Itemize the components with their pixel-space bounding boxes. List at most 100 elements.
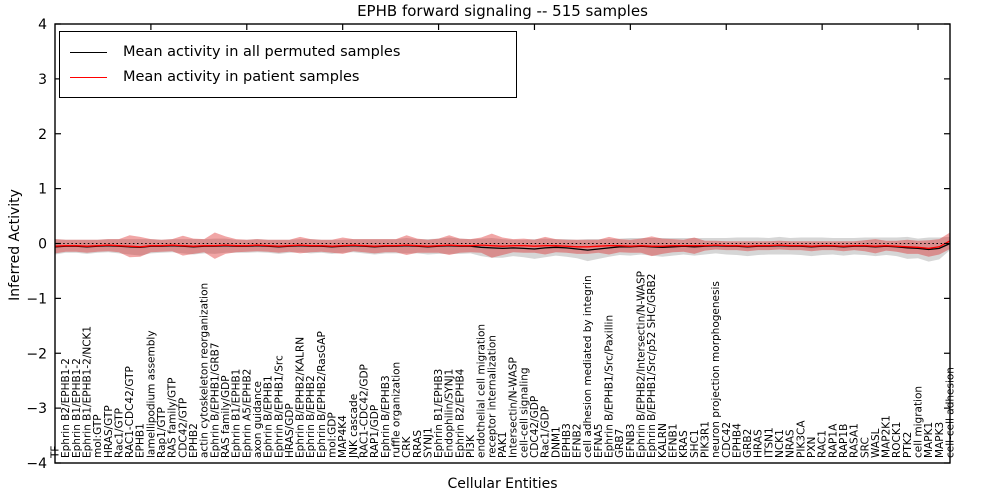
x-tick-label: Endophilin/SYNJ1 — [444, 369, 456, 458]
x-tick-label: NRAS — [785, 429, 797, 458]
x-tick-label: WASL — [870, 428, 882, 458]
x-tick-label: Ephrin B1/EPHB3 — [433, 369, 445, 458]
x-tick-label: cell adhesion mediated by integrin — [582, 275, 594, 458]
x-tick-label: PIK3CA — [795, 420, 807, 458]
x-tick-label: RAC1 — [817, 430, 829, 458]
x-tick-label: Ephrin B/EPHB2/RasGAP — [316, 331, 328, 458]
x-tick-label: EFNB1 — [668, 424, 680, 458]
x-tick-label: Ephrin B1/EPHB1-2 — [71, 358, 83, 458]
x-tick-label: TF — [50, 446, 62, 459]
y-tick-label: −4 — [26, 456, 47, 472]
x-tick-label: axon guidance — [252, 381, 264, 458]
x-tick-label: Ephrin B/EPHB1/Src — [273, 355, 285, 458]
x-tick-label: MAPK3 — [934, 422, 946, 458]
x-tick-label: PAK1 — [497, 432, 509, 458]
x-tick-label: HRAS — [753, 429, 765, 458]
x-tick-label: Ephrin B2/EPHB4 — [454, 368, 466, 458]
x-tick-label: endothelial cell migration — [476, 324, 488, 458]
x-tick-label: RAC1-CDC42/GDP — [359, 364, 371, 458]
x-tick-label: Ephrin B/EPHB2 — [305, 375, 317, 458]
x-tick-label: Ephrin B/EPHB3 — [380, 375, 392, 458]
x-tick-label: GRB2 — [742, 429, 754, 458]
x-tick-label: DNM1 — [550, 426, 562, 458]
x-tick-label: MAP2K1 — [881, 415, 893, 458]
x-tick-label: RAP1B — [838, 424, 850, 458]
x-tick-label: EPHB2 — [188, 423, 200, 458]
x-tick-label: GRB7 — [614, 429, 626, 458]
legend-label-patient: Mean activity in patient samples — [123, 69, 360, 85]
legend: Mean activity in all permuted samples Me… — [59, 31, 517, 98]
x-tick-label: mol:GTP — [92, 414, 104, 458]
x-tick-label: CDC42/GDP — [529, 396, 541, 458]
patient-line-swatch — [70, 76, 107, 78]
x-tick-label: RAP1A — [827, 423, 839, 458]
x-tick-label: cell-cell adhesion — [945, 367, 957, 458]
x-tick-label: Ephrin B1/EPHB1-2/NCK1 — [82, 326, 94, 458]
x-tick-label: ruffle organization — [391, 362, 403, 458]
x-tick-label: Ephrin B2/EPHB1-2 — [60, 358, 72, 458]
permuted-line-swatch — [70, 51, 107, 53]
chart-title: EPHB forward signaling -- 515 samples — [357, 2, 648, 20]
x-tick-label: RAS family/GTP — [167, 377, 179, 458]
x-tick-label: RRAS — [412, 430, 424, 458]
x-tick-label: EFNA5 — [593, 424, 605, 458]
x-tick-label: JNK cascade — [348, 394, 360, 459]
x-tick-label: HRAS/GDP — [284, 403, 296, 458]
x-tick-label: EPHB1 — [135, 423, 147, 458]
line-patient-mean — [54, 240, 951, 250]
x-tick-label: CRK — [401, 435, 413, 458]
y-tick-label: −2 — [26, 346, 47, 362]
x-tick-label: ROCK1 — [891, 422, 903, 458]
x-tick-label: NCK1 — [774, 429, 786, 458]
x-tick-label: Ephrin B/EPHB1 — [263, 375, 275, 458]
x-tick-label: PI3K — [465, 434, 477, 458]
x-tick-label: Ephrin B/EPHB1/Src/p52 SHC/GRB2 — [646, 274, 658, 458]
x-tick-label: Intersectin/N-WASP — [508, 357, 520, 458]
x-tick-label: actin cytoskeleton reorganization — [199, 283, 211, 458]
x-tick-label: SHC1 — [689, 429, 701, 458]
y-tick-label: −1 — [26, 291, 47, 307]
x-tick-label: Ephrin A5/EPHB2 — [241, 369, 253, 458]
x-tick-label: lamellipodium assembly — [145, 330, 157, 458]
band-permuted-std — [55, 236, 950, 262]
y-tick-label: 0 — [38, 237, 47, 253]
y-tick-label: 2 — [38, 127, 47, 143]
x-tick-label: Ephrin B/EPHB2/Intersectin/N-WASP — [636, 271, 648, 458]
x-tick-label: Ephrin B/EPHB1/Src/Paxillin — [604, 315, 616, 458]
x-tick-label: SYNJ1 — [422, 427, 434, 458]
x-tick-label: CDC42 — [721, 422, 733, 458]
x-tick-label: KALRN — [657, 423, 669, 458]
legend-row-permuted: Mean activity in all permuted samples — [70, 44, 506, 60]
x-tick-label: Rac1/GDP — [540, 406, 552, 458]
x-tick-label: RAP1/GDP — [369, 405, 381, 458]
x-tick-label: MAP4K4 — [337, 415, 349, 458]
x-tick-label: PTK2 — [902, 432, 914, 458]
x-tick-label: PXN — [806, 437, 818, 458]
x-tick-label: cell-cell signaling — [518, 367, 530, 458]
legend-label-permuted: Mean activity in all permuted samples — [123, 44, 401, 60]
x-tick-label: Ephrin B/EPHB2/KALRN — [295, 337, 307, 458]
y-tick-label: 1 — [38, 182, 47, 198]
x-tick-label: EFNB3 — [625, 424, 637, 458]
legend-row-patient: Mean activity in patient samples — [70, 69, 506, 85]
x-tick-label: ITSN1 — [763, 427, 775, 458]
x-tick-label: Rac1/GTP — [113, 408, 125, 458]
x-tick-label: cell migration — [913, 386, 925, 458]
x-tick-label: HRAS/GTP — [103, 405, 115, 458]
y-tick-label: −3 — [26, 401, 47, 417]
x-tick-label: PIK3R1 — [699, 421, 711, 458]
x-tick-label: RAC1-CDC42/GTP — [124, 366, 136, 458]
x-tick-label: SRC — [859, 437, 871, 458]
y-tick-label: 3 — [38, 72, 47, 88]
y-tick-label: 4 — [38, 17, 47, 33]
x-tick-label: MAPK1 — [923, 422, 935, 458]
x-tick-label: CDC42/GTP — [177, 398, 189, 458]
x-tick-label: EPHB4 — [731, 423, 743, 458]
x-tick-label: RASA1 — [849, 423, 861, 458]
x-tick-label: receptor internalization — [486, 335, 498, 458]
y-axis-label: Inferred Activity — [7, 189, 23, 301]
x-tick-label: EFNB2 — [572, 424, 584, 458]
